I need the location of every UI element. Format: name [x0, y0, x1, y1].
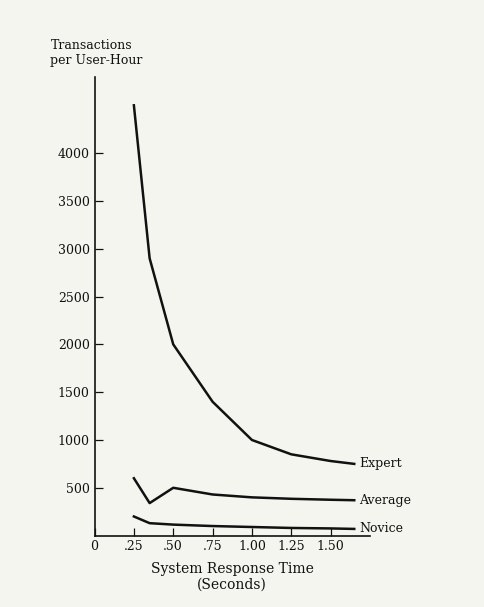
Text: Expert: Expert	[358, 458, 401, 470]
X-axis label: System Response Time
(Seconds): System Response Time (Seconds)	[151, 562, 313, 592]
Text: Average: Average	[358, 493, 410, 507]
Text: Transactions
per User-Hour: Transactions per User-Hour	[50, 39, 143, 67]
Text: Novice: Novice	[358, 523, 402, 535]
